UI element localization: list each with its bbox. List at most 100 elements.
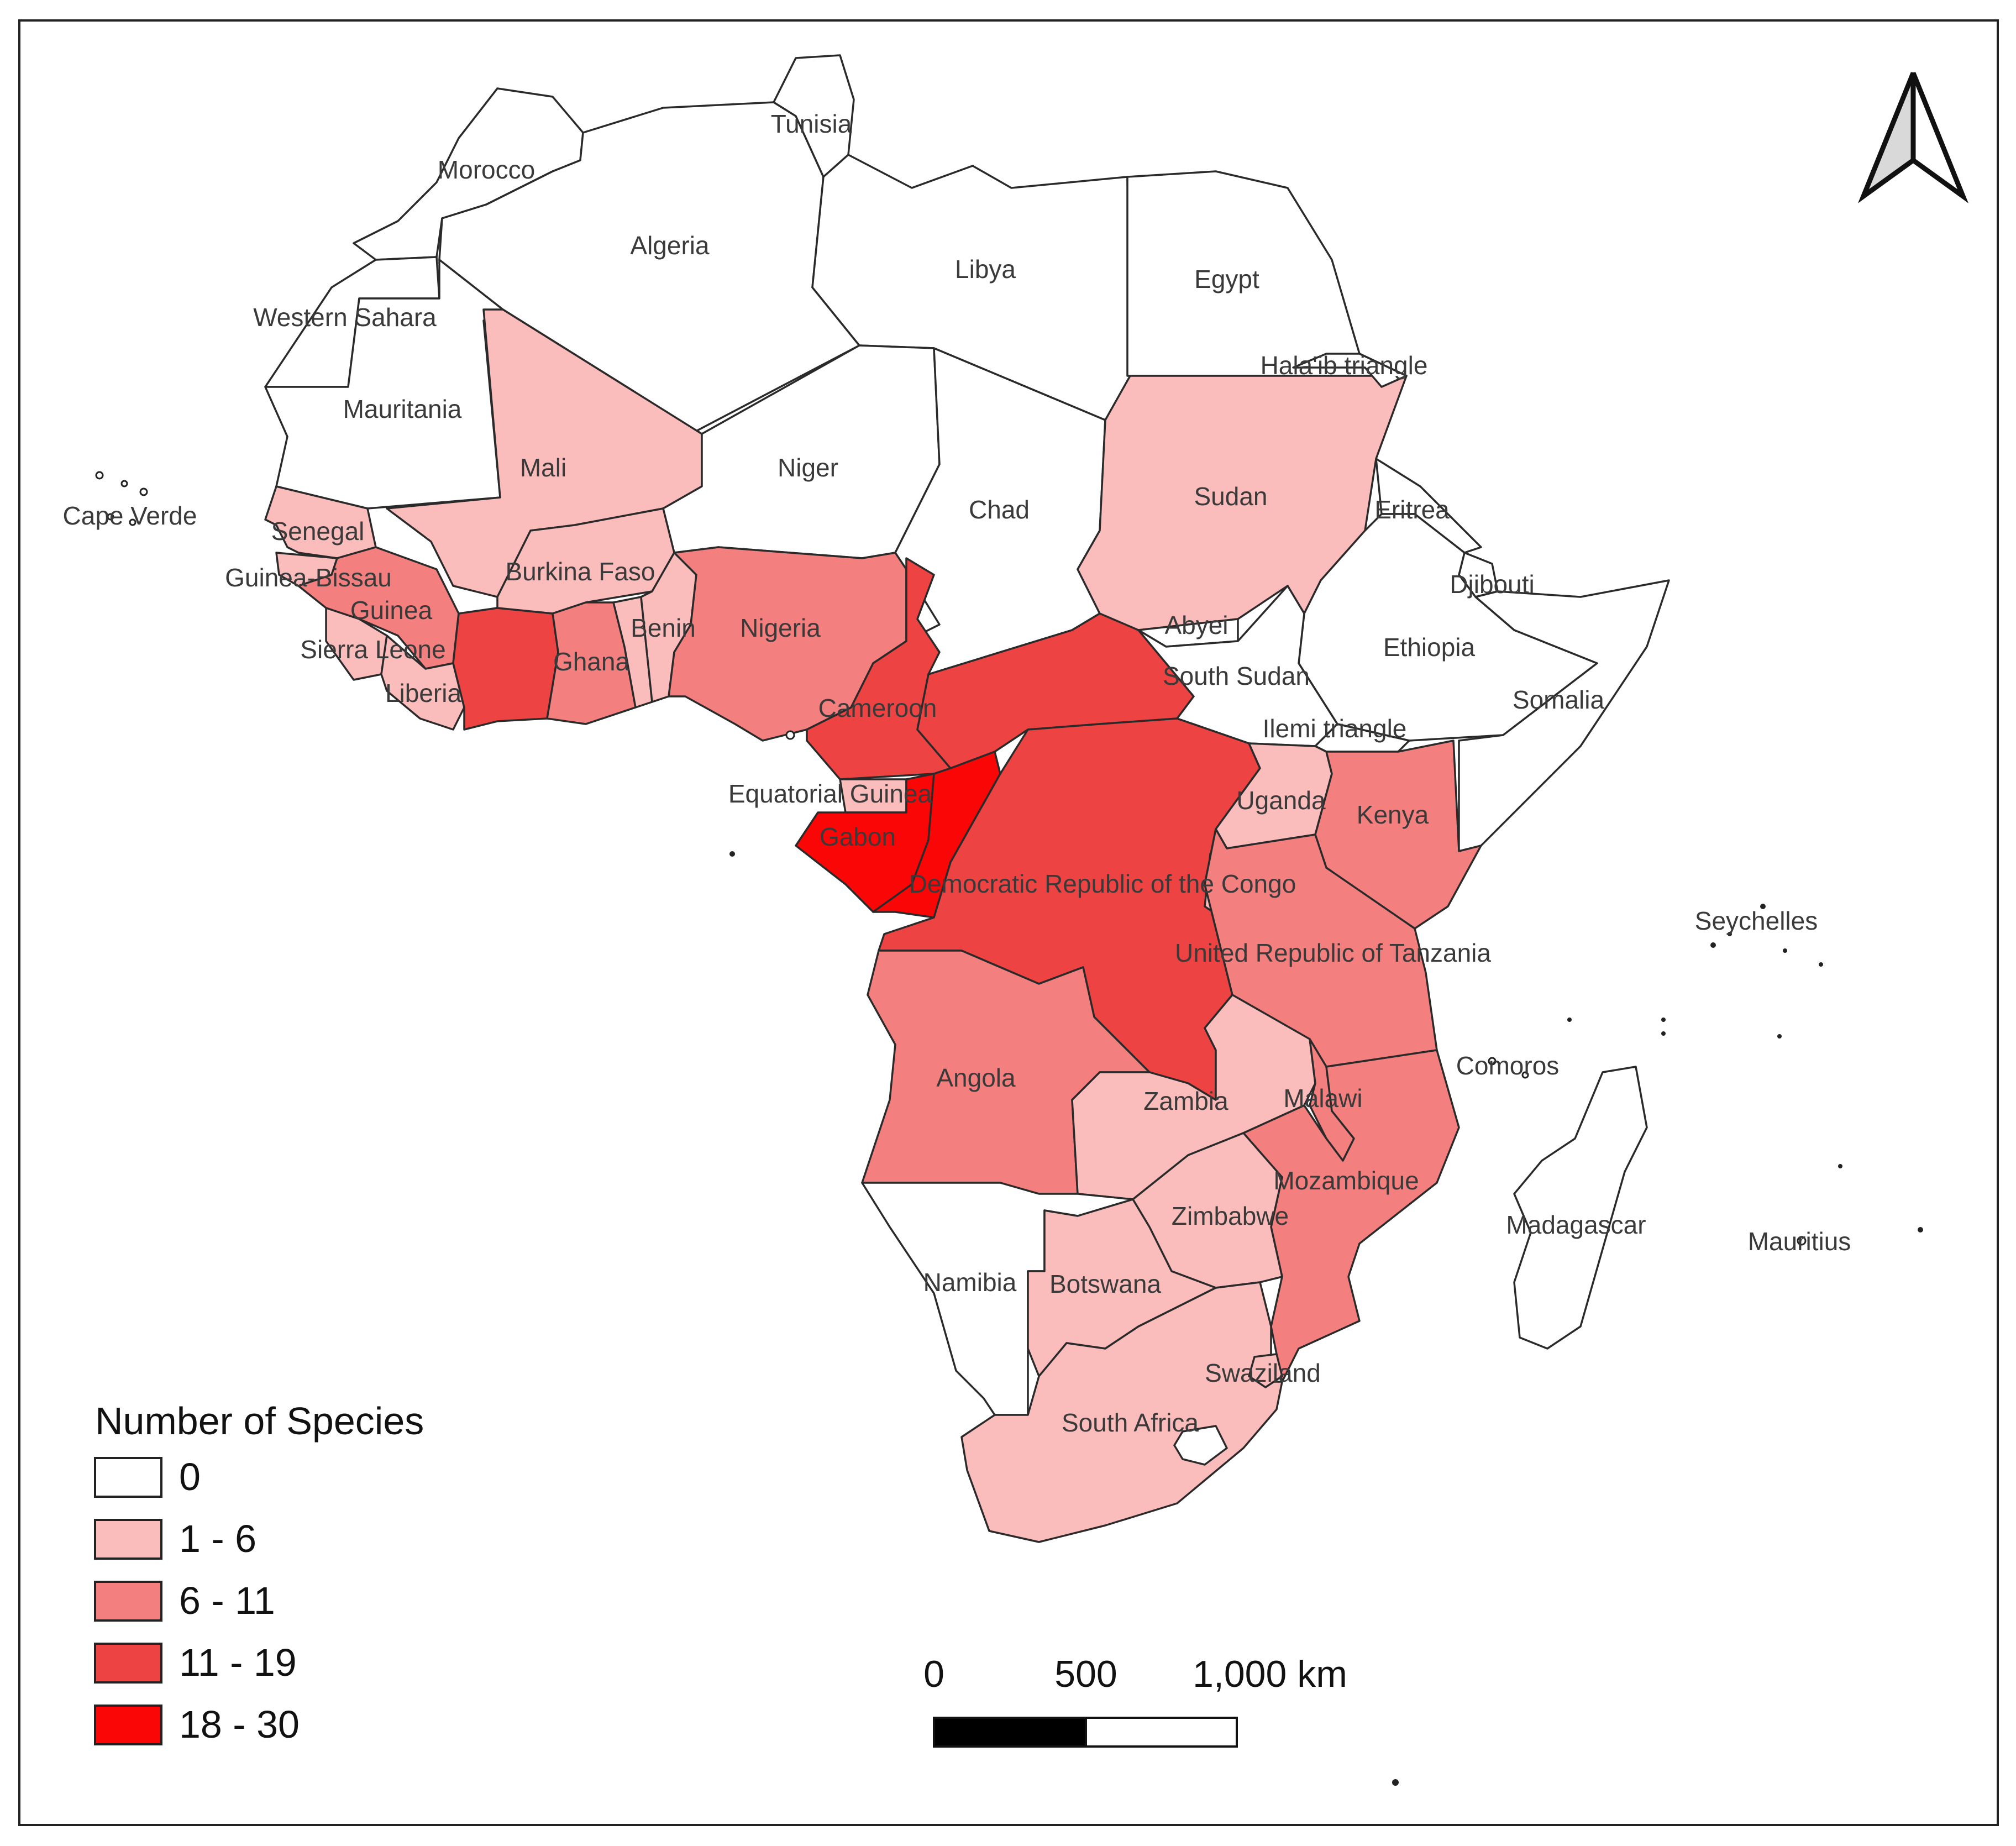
island-comoros-2 [1521, 1071, 1529, 1079]
legend-swatch-1 [94, 1519, 162, 1560]
scale-bar-black-segment [933, 1717, 1087, 1748]
island-seychelles-7 [1661, 1018, 1666, 1022]
label-cape-verde: Cape Verde [63, 501, 197, 530]
country-halaib [1292, 353, 1408, 388]
label-angola: Angola [936, 1063, 1016, 1092]
legend-swatch-4 [94, 1705, 162, 1745]
island-cape-verde-4 [107, 513, 114, 521]
label-comoros: Comoros [1456, 1051, 1560, 1080]
legend-label-1: 1 - 6 [179, 1517, 256, 1560]
label-chad: Chad [969, 495, 1030, 524]
island-sao-tome [729, 851, 735, 857]
country-south-sudan [1137, 585, 1338, 747]
label-sudan: Sudan [1194, 482, 1267, 511]
label-drc: Democratic Republic of the Congo [909, 869, 1296, 898]
country-madagascar [1513, 1066, 1648, 1350]
label-algeria: Algeria [630, 231, 710, 260]
label-swaziland: Swaziland [1205, 1359, 1321, 1387]
label-niger: Niger [778, 453, 838, 482]
label-burkina-faso: Burkina Faso [505, 557, 655, 586]
legend-swatch-2 [94, 1581, 162, 1622]
north-arrow-icon [1857, 72, 1969, 203]
scale-label-0: 0 [923, 1653, 944, 1695]
label-cameroon: Cameroon [818, 694, 937, 722]
island-seychelles-9 [1777, 1034, 1782, 1039]
island-seychelles-8 [1661, 1031, 1666, 1036]
country-labels: Morocco Algeria Tunisia Libya Egypt West… [63, 109, 1851, 1437]
label-south-africa: South Africa [1062, 1408, 1199, 1437]
island-mauritius-1 [1797, 1236, 1807, 1246]
country-kenya [1314, 740, 1482, 930]
north-arrow-right-half [1910, 72, 1969, 203]
label-ghana: Ghana [553, 647, 630, 676]
label-zimbabwe: Zimbabwe [1172, 1202, 1289, 1230]
label-halaib: Hala'ib triangle [1261, 351, 1428, 380]
island-comoros-1 [1488, 1057, 1497, 1066]
island-bioko [785, 730, 795, 740]
legend-label-4: 18 - 30 [179, 1703, 300, 1746]
label-sierra-leone: Sierra Leone [300, 635, 445, 664]
island-cape-verde-3 [139, 487, 148, 496]
label-malawi: Malawi [1283, 1084, 1362, 1113]
scale-label-500: 500 [1054, 1653, 1117, 1695]
legend-swatch-3 [94, 1643, 162, 1684]
label-guinea-bissau: Guinea-Bissau [225, 563, 392, 592]
label-uganda: Uganda [1236, 786, 1326, 815]
label-senegal: Senegal [271, 517, 365, 546]
country-mozambique [1242, 1049, 1460, 1383]
label-madagascar: Madagascar [1506, 1210, 1646, 1239]
scale-label-1000: 1,000 km [1193, 1653, 1347, 1695]
label-benin: Benin [631, 613, 696, 642]
label-namibia: Namibia [923, 1268, 1017, 1297]
country-togo [612, 596, 653, 709]
label-guinea: Guinea [350, 596, 433, 625]
country-lesotho [1173, 1425, 1228, 1466]
label-ethiopia: Ethiopia [1383, 633, 1476, 662]
label-nigeria: Nigeria [740, 613, 821, 642]
label-libya: Libya [955, 255, 1016, 284]
label-mozambique: Mozambique [1273, 1166, 1419, 1195]
label-tunisia: Tunisia [771, 109, 852, 138]
island-cape-verde-1 [95, 471, 104, 480]
country-senegal [264, 485, 377, 559]
legend-items: 0 1 - 6 6 - 11 11 - 19 18 - 30 [94, 1455, 300, 1746]
label-zambia: Zambia [1143, 1087, 1229, 1115]
label-liberia: Liberia [385, 679, 462, 707]
label-djibouti: Djibouti [1450, 570, 1534, 599]
island-mauritius-2 [1838, 1164, 1842, 1168]
legend-label-3: 11 - 19 [179, 1641, 297, 1684]
scale-bar: 0 500 1,000 km [923, 1653, 1347, 1748]
island-seychelles-5 [1819, 962, 1823, 967]
label-ilemi: Ilemi triangle [1263, 714, 1407, 743]
island-seychelles-4 [1783, 948, 1787, 953]
label-western-sahara: Western Sahara [253, 303, 437, 332]
label-equatorial-guinea: Equatorial Guinea [728, 779, 932, 808]
island-seychelles-1 [1710, 942, 1716, 948]
label-kenya: Kenya [1357, 800, 1429, 829]
island-cape-verde-5 [129, 518, 136, 526]
island-mauritius-3 [1918, 1227, 1923, 1233]
legend-swatch-0 [94, 1457, 162, 1498]
country-swaziland [1248, 1353, 1283, 1388]
country-layer [264, 54, 1670, 1543]
label-south-sudan: South Sudan [1163, 662, 1310, 690]
legend-label-2: 6 - 11 [179, 1579, 275, 1622]
island-markers [95, 471, 1923, 1786]
legend-label-0: 0 [179, 1455, 201, 1498]
label-tanzania: United Republic of Tanzania [1175, 938, 1491, 967]
label-mali: Mali [520, 453, 566, 482]
legend-title: Number of Species [95, 1399, 424, 1443]
country-cote-divoire [452, 607, 559, 731]
label-botswana: Botswana [1049, 1270, 1161, 1298]
label-abyei: Abyei [1164, 611, 1228, 639]
label-somalia: Somalia [1513, 685, 1605, 714]
island-far-south [1392, 1779, 1399, 1786]
legend: Number of Species 0 1 - 6 6 - 11 11 - 19 18 … [94, 1399, 424, 1746]
scale-bar-white-segment [1085, 1717, 1238, 1748]
label-mauritius: Mauritius [1748, 1227, 1851, 1256]
label-morocco: Morocco [438, 155, 535, 184]
island-cape-verde-2 [120, 480, 128, 487]
label-gabon: Gabon [820, 822, 896, 851]
label-eritrea: Eritrea [1374, 495, 1450, 524]
